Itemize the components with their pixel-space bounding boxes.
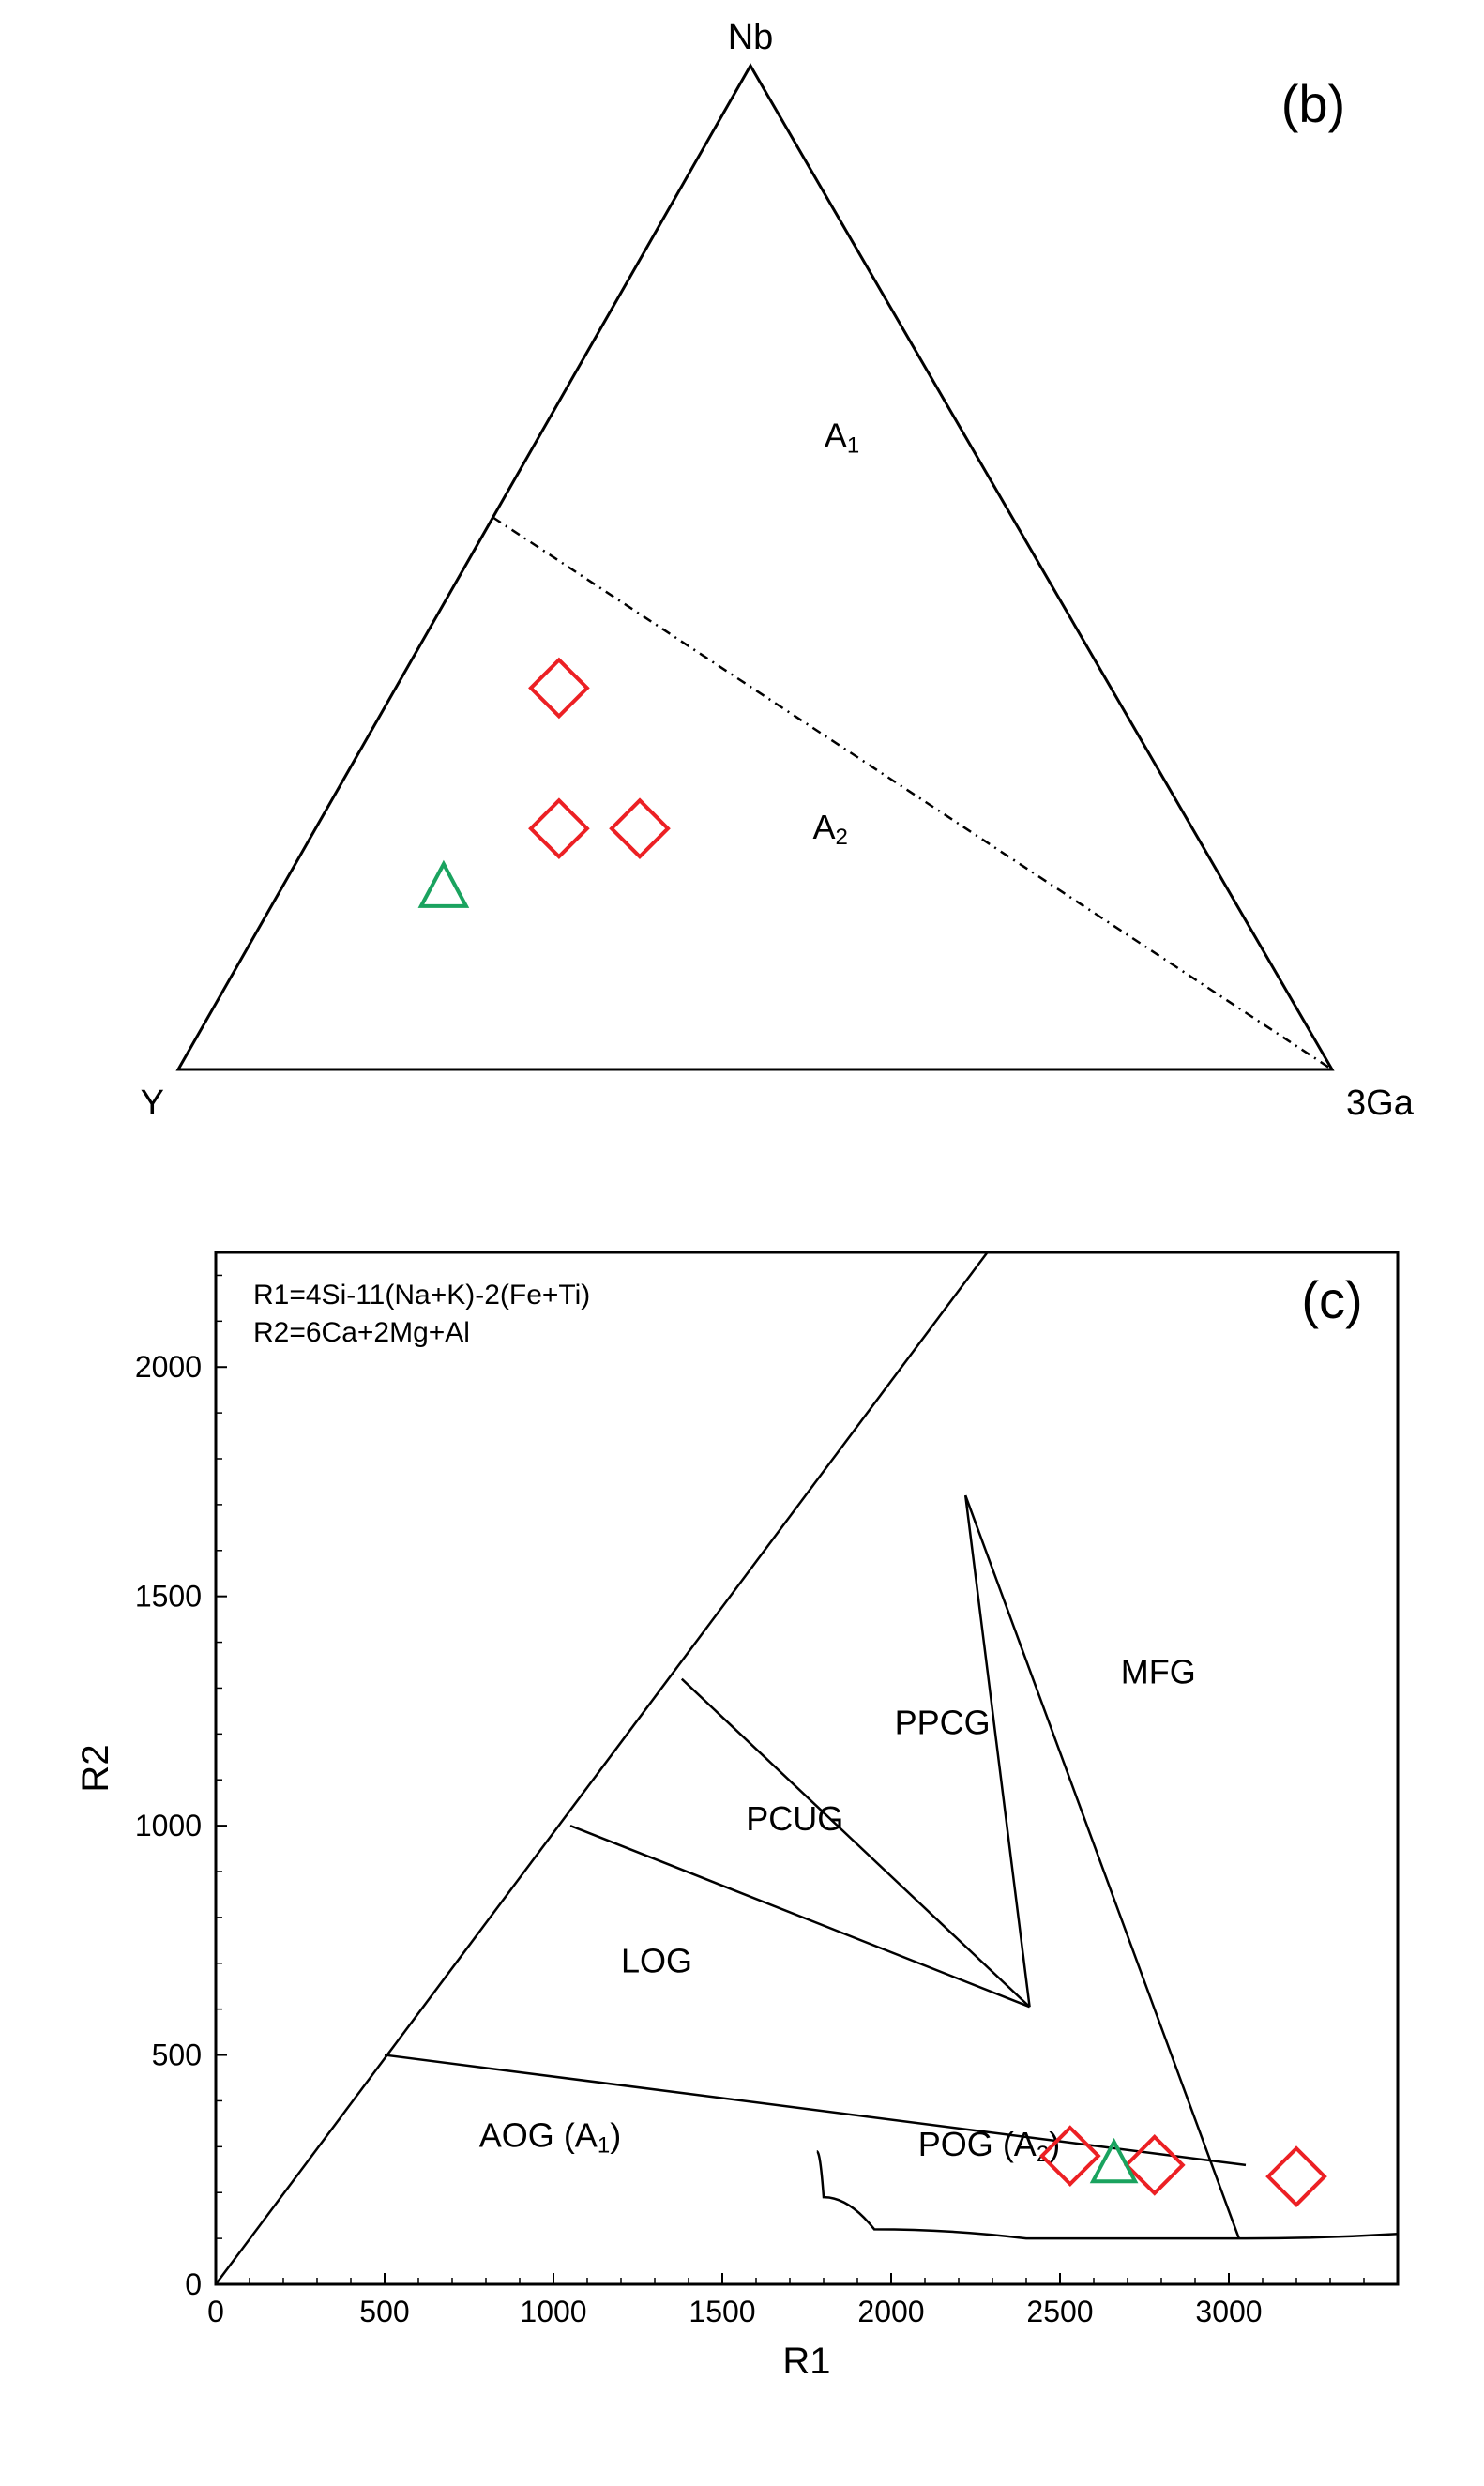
y-axis-label: R2 <box>75 1744 116 1792</box>
field-label: MFG <box>1121 1653 1196 1691</box>
marker-diamond <box>1268 2148 1325 2205</box>
vertex-label-right: 3Ga <box>1346 1084 1415 1123</box>
field-label: PCUG <box>746 1799 843 1838</box>
panel-letter-c: (c) <box>1301 1270 1362 1329</box>
field-label: LOG <box>621 1942 692 1980</box>
field-label: PPCG <box>895 1703 991 1741</box>
ternary-frame <box>178 66 1332 1069</box>
ternary-field-label: A2 <box>813 808 848 850</box>
ternary-field-label: A1 <box>825 417 859 459</box>
y-tick-label: 1500 <box>135 1580 202 1614</box>
vertex-label-left: Y <box>141 1084 164 1123</box>
vertex-label-top: Nb <box>728 18 774 57</box>
marker-triangle <box>421 864 466 906</box>
marker-diamond <box>612 800 668 856</box>
y-tick-label: 2000 <box>135 1350 202 1384</box>
formula-r1: R1=4Si-11(Na+K)-2(Fe+Ti) <box>253 1280 590 1311</box>
field-line <box>216 1246 992 2284</box>
x-tick-label: 0 <box>207 2295 224 2328</box>
figure-root: Nb Y 3Ga (b) A1 A2 0 500 1000 1500 2000 2500 3000 0 50… <box>0 0 1484 2486</box>
ternary-panel: Nb Y 3Ga (b) A1 A2 <box>141 18 1415 1123</box>
r1r2-panel: 0 500 1000 1500 2000 2500 3000 0 500 1000 1500 2000… <box>75 1246 1398 2382</box>
x-tick-label: 3000 <box>1195 2295 1262 2328</box>
field-label: POG (A2) <box>918 2125 1060 2167</box>
x-tick-label: 1500 <box>689 2295 755 2328</box>
field-label: AOG (A1) <box>479 2115 621 2158</box>
marker-diamond <box>531 800 587 856</box>
field-lines <box>216 1246 1398 2284</box>
y-tick-label: 0 <box>185 2267 202 2301</box>
marker-diamond <box>1127 2137 1183 2193</box>
plot-frame <box>216 1252 1398 2284</box>
x-tick-label: 1000 <box>520 2295 586 2328</box>
x-tick-label: 2500 <box>1026 2295 1093 2328</box>
x-axis-label: R1 <box>782 2341 830 2382</box>
marker-diamond <box>531 659 587 716</box>
x-tick-label: 500 <box>359 2295 409 2328</box>
ternary-divider <box>493 518 1333 1070</box>
y-tick-label: 500 <box>152 2039 202 2072</box>
y-tick-label: 1000 <box>135 1809 202 1842</box>
field-line <box>965 1495 1029 2007</box>
panel-letter-b: (b) <box>1281 74 1345 133</box>
formula-r2: R2=6Ca+2Mg+Al <box>253 1317 470 1348</box>
x-tick-label: 2000 <box>857 2295 924 2328</box>
